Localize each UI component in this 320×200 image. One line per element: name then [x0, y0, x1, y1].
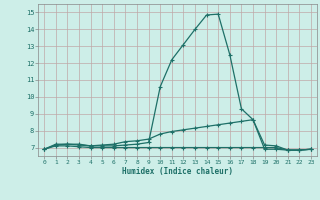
X-axis label: Humidex (Indice chaleur): Humidex (Indice chaleur): [122, 167, 233, 176]
